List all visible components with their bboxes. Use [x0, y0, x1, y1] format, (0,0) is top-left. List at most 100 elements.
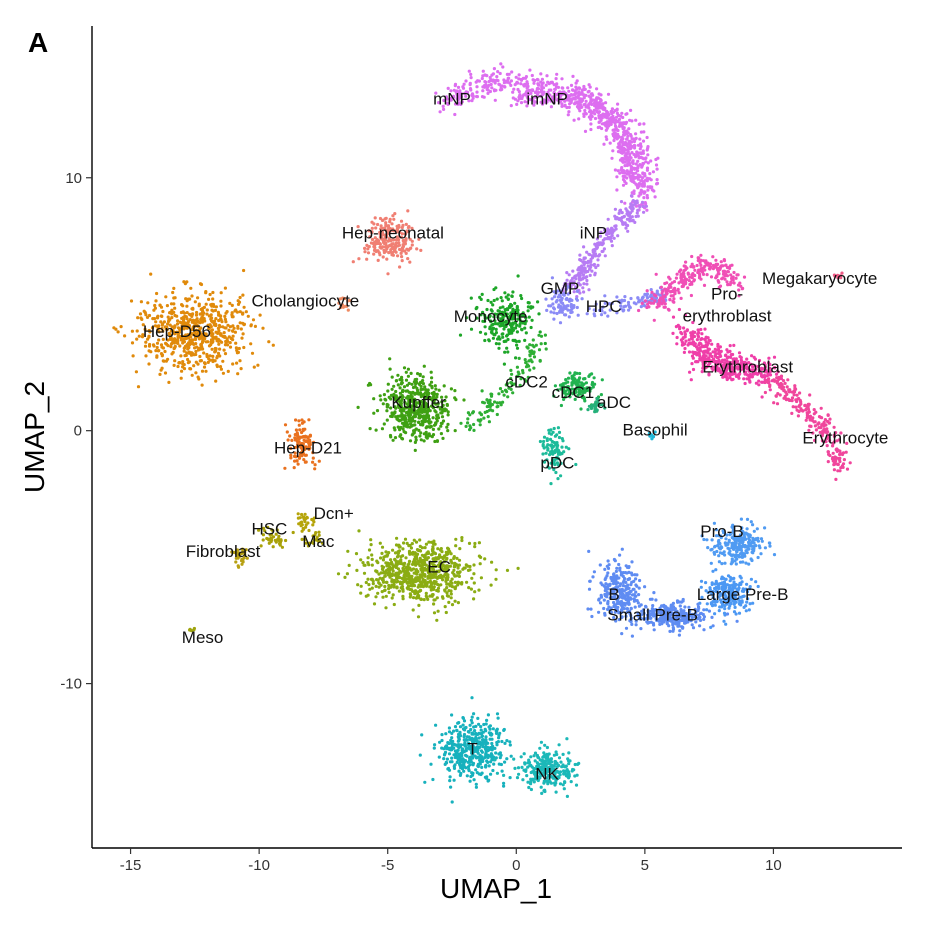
cell-point [441, 407, 445, 411]
cell-point [760, 395, 764, 399]
cell-point [715, 348, 719, 352]
cell-point [578, 273, 582, 277]
cell-point [481, 310, 485, 314]
cell-point [549, 99, 553, 103]
cell-point [483, 557, 487, 561]
cell-point [619, 150, 623, 154]
cell-point [595, 87, 599, 91]
cell-point [413, 409, 417, 413]
cell-point [663, 287, 667, 291]
cell-point [410, 382, 414, 386]
cell-point [564, 313, 568, 317]
cluster-cloud [351, 209, 423, 276]
cell-point [417, 603, 421, 608]
cell-point [140, 317, 144, 321]
cell-point [381, 218, 385, 222]
cell-point [673, 286, 677, 290]
cell-point [391, 238, 395, 242]
cell-point [253, 324, 257, 328]
cell-point [390, 596, 394, 600]
cell-point [627, 212, 631, 217]
cell-point [603, 301, 607, 305]
cell-point [764, 380, 768, 384]
cell-point [554, 77, 558, 81]
cell-point [441, 403, 445, 407]
cell-point [627, 163, 631, 167]
cell-point [223, 317, 227, 321]
cell-point [154, 349, 158, 353]
cell-point [603, 254, 607, 258]
cell-point [285, 430, 289, 434]
cell-point [560, 310, 564, 314]
cell-point [224, 311, 228, 315]
cell-point [532, 81, 536, 85]
cell-point [403, 537, 408, 541]
cell-point [407, 419, 411, 423]
cell-point [373, 240, 377, 244]
cell-point [239, 327, 243, 331]
cell-point [672, 297, 676, 301]
cell-point [563, 104, 567, 108]
cell-point [583, 129, 588, 133]
cell-point [612, 138, 616, 143]
cell-point [552, 100, 556, 104]
cell-point [524, 365, 529, 369]
cell-point [379, 224, 383, 228]
cell-point [357, 529, 361, 533]
cell-point [226, 323, 230, 327]
cell-point [593, 116, 598, 121]
cell-point [379, 398, 383, 402]
cell-point [341, 305, 345, 309]
cell-point [295, 431, 299, 435]
cell-point [742, 377, 746, 381]
cell-point [147, 349, 151, 353]
cell-point [501, 305, 505, 309]
cell-point [205, 308, 209, 312]
cell-point [449, 98, 453, 102]
cell-point [392, 426, 396, 430]
cell-point [241, 332, 245, 336]
cell-point [465, 90, 470, 94]
cell-point [427, 395, 431, 399]
cell-point [671, 289, 675, 294]
cell-point [623, 201, 627, 205]
cell-point [147, 313, 152, 318]
cell-point [634, 132, 638, 136]
cell-point [202, 365, 207, 369]
cell-point [366, 251, 371, 255]
cell-point [508, 305, 512, 309]
cell-point [477, 541, 481, 545]
cell-point [760, 380, 765, 384]
cell-point [593, 314, 597, 318]
cell-point [370, 553, 374, 557]
cell-point [432, 611, 437, 615]
cell-point [544, 297, 548, 301]
cell-point [442, 98, 446, 103]
cell-point [400, 381, 404, 385]
cell-point [347, 563, 351, 568]
cell-point [131, 354, 135, 358]
cell-point [495, 297, 499, 301]
cell-point [572, 390, 577, 394]
cell-point [623, 160, 627, 164]
cell-point [549, 482, 553, 486]
cell-point [440, 395, 444, 399]
cell-point [564, 381, 568, 385]
cell-point [613, 168, 618, 172]
cell-point [158, 303, 162, 307]
cell-point [218, 354, 222, 358]
cell-point [467, 541, 472, 546]
cell-point [473, 590, 477, 594]
cell-point [413, 555, 417, 559]
cell-point [228, 301, 232, 305]
cell-point [581, 286, 585, 290]
cell-point [467, 586, 471, 590]
cell-point [404, 251, 408, 255]
cell-point [231, 324, 235, 328]
cell-point [616, 128, 620, 133]
cell-point [410, 239, 414, 243]
cell-point [313, 467, 317, 471]
cell-point [541, 93, 545, 97]
cell-point [475, 90, 479, 94]
cell-point [298, 428, 302, 432]
